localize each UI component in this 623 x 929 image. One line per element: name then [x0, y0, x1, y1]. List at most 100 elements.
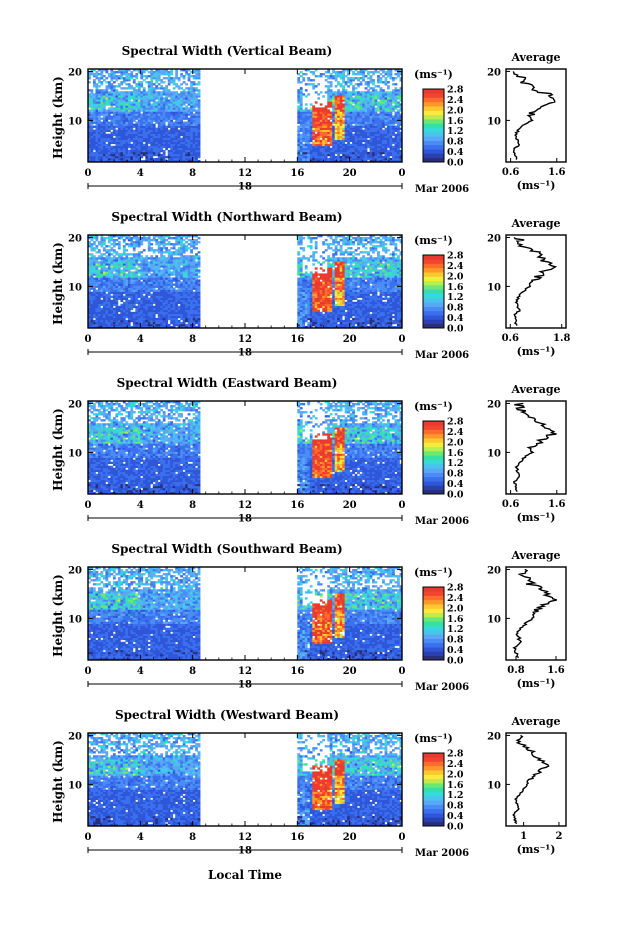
heatmap-cell [334, 105, 338, 108]
heatmap-cell [102, 315, 106, 319]
heatmap-cell [107, 273, 111, 276]
heatmap-cell [397, 73, 400, 76]
heatmap-cell [187, 79, 191, 82]
heatmap-cell [102, 239, 106, 242]
heatmap-cell [377, 149, 380, 153]
heatmap-cell [150, 79, 154, 82]
heatmap-cell [115, 157, 119, 161]
heatmap-cell [317, 141, 321, 145]
heatmap-cell [397, 121, 400, 124]
heatmap-cell [137, 149, 141, 153]
heatmap-cell [327, 99, 331, 102]
heatmap-cell [112, 133, 116, 137]
heatmap-cell [397, 105, 400, 108]
heatmap-cell [90, 315, 94, 319]
heatmap-cell [112, 145, 116, 149]
heatmap-cell [147, 277, 151, 280]
heatmap-cell [120, 109, 124, 112]
heatmap-cell [387, 127, 390, 130]
heatmap-cell [97, 123, 101, 126]
heatmap-cell [97, 295, 101, 298]
heatmap-cell [334, 127, 338, 130]
heatmap-cell [187, 89, 191, 92]
heatmap-cell [157, 83, 161, 86]
heatmap-cell [105, 281, 109, 284]
heatmap-cell [332, 135, 336, 139]
heatmap-cell [359, 153, 363, 157]
heatmap-cell [362, 119, 365, 122]
heatmap-cell [314, 137, 318, 141]
heatmap-cell [97, 121, 101, 124]
heatmap-cell [379, 113, 383, 116]
heatmap-cell [180, 101, 183, 104]
heatmap-cell [327, 147, 331, 151]
heatmap-cell [147, 145, 151, 149]
heatmap-cell [334, 139, 338, 143]
heatmap-cell [389, 141, 393, 145]
heatmap-cell [312, 123, 316, 126]
heatmap-cell [352, 113, 355, 116]
heatmap-cell [95, 117, 99, 120]
heatmap-cell [190, 159, 193, 163]
heatmap-cell [112, 285, 116, 288]
heatmap-cell [150, 299, 154, 303]
heatmap-cell [132, 147, 136, 151]
heatmap-cell [95, 313, 99, 317]
heatmap-cell [195, 155, 198, 159]
heatmap-cell [190, 157, 193, 161]
heatmap-cell [147, 103, 151, 106]
heatmap-cell [192, 87, 196, 90]
heatmap-cell [175, 141, 179, 145]
heatmap-cell [122, 305, 126, 309]
heatmap-cell [92, 271, 96, 274]
heatmap-cell [382, 121, 385, 124]
heatmap-cell [130, 113, 134, 116]
heatmap-cell [187, 151, 191, 155]
heatmap-cell [110, 93, 114, 96]
heatmap-cell [175, 153, 179, 157]
heatmap-cell [332, 71, 336, 74]
heatmap-cell [197, 103, 201, 106]
heatmap-cell [120, 83, 124, 86]
heatmap-cell [157, 91, 161, 94]
heatmap-cell [100, 127, 104, 130]
heatmap-cell [175, 259, 179, 262]
heatmap-cell [97, 255, 101, 258]
heatmap-cell [364, 83, 368, 86]
heatmap-cell [130, 275, 134, 278]
heatmap-cell [142, 149, 146, 153]
heatmap-cell [180, 105, 183, 108]
heatmap-cell [344, 131, 348, 134]
heatmap-cell [347, 129, 350, 132]
heatmap-cell [384, 145, 388, 149]
heatmap-cell [142, 307, 146, 311]
heatmap-cell [384, 129, 388, 132]
heatmap-cell [372, 131, 375, 134]
heatmap-cell [135, 153, 139, 157]
heatmap-cell [170, 99, 174, 102]
heatmap-cell [100, 287, 104, 290]
heatmap-cell [122, 97, 126, 100]
heatmap-cell [319, 115, 323, 118]
heatmap-cell [88, 73, 91, 76]
heatmap-cell [314, 101, 318, 104]
heatmap-cell [135, 275, 139, 278]
heatmap-cell [162, 317, 166, 321]
heatmap-cell [362, 125, 365, 128]
heatmap-cell [102, 159, 106, 163]
heatmap-cell [192, 119, 196, 122]
heatmap-cell [152, 293, 156, 296]
heatmap-cell [115, 129, 119, 132]
heatmap-cell [105, 121, 109, 124]
heatmap-cell [112, 93, 116, 96]
heatmap-cell [167, 121, 171, 124]
heatmap-cell [157, 95, 161, 98]
heatmap-cell [105, 321, 109, 325]
heatmap-cell [364, 153, 368, 157]
heatmap-cell [115, 285, 119, 288]
heatmap-cell [88, 243, 91, 246]
heatmap-cell [379, 91, 383, 94]
heatmap-cell [192, 157, 196, 161]
heatmap-cell [329, 91, 333, 94]
heatmap-cell [347, 147, 350, 151]
